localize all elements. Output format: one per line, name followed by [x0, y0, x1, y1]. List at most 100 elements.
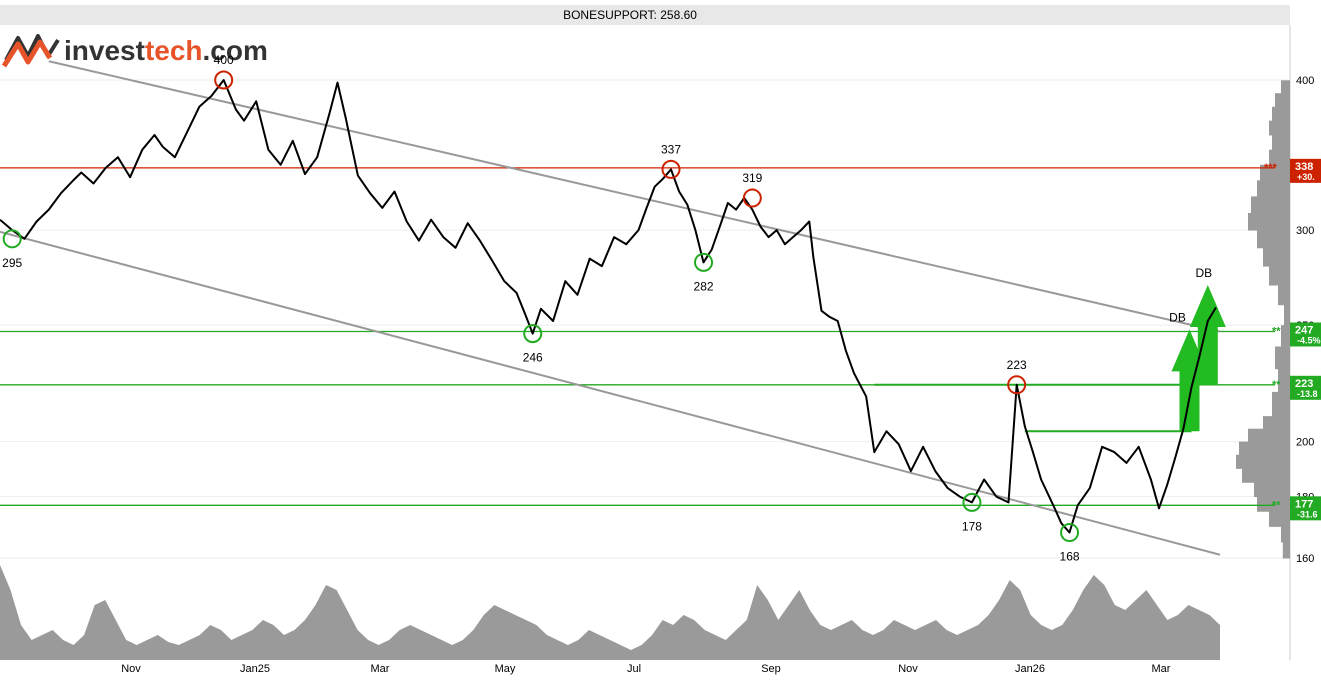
pivot-circle-282: [694, 252, 714, 272]
signal-arrows: DB DB: [1169, 266, 1226, 432]
volume-profile-bar: [1272, 106, 1290, 122]
level-badge-223: [1290, 375, 1321, 400]
level-badge-pct-177: -31.6: [1297, 509, 1318, 519]
level-badge-value-338: 338: [1295, 161, 1313, 173]
x-tick-label-2: Jan25: [240, 663, 270, 675]
pivot-label-319: 319: [742, 171, 762, 185]
volume-profile-bar: [1275, 346, 1290, 370]
y-tick-label-160: 160: [1296, 553, 1314, 565]
pivot-label-223: 223: [1007, 358, 1027, 372]
volume-profile-bar: [1281, 325, 1290, 347]
title-bar-bg: [0, 5, 1290, 25]
level-badge-247: [1290, 322, 1321, 347]
volume-profile-bar: [1269, 120, 1290, 136]
volume-profile-bar: [1269, 511, 1290, 527]
pivot-circle-246: [523, 324, 543, 344]
volume-profile-bar: [1257, 230, 1290, 249]
volume-profile-bar: [1281, 526, 1290, 543]
price-series: [0, 79, 1217, 534]
level-badge-pct-247: -4.5%: [1297, 335, 1321, 345]
svg-text:investtech.com: investtech.com: [64, 35, 268, 66]
level-badge-pct-223: -13.8: [1297, 389, 1318, 399]
volume-profile-bar: [1236, 454, 1290, 469]
volume-profile-bar: [1239, 441, 1290, 456]
volume-profile-bar: [1282, 541, 1290, 559]
volume-profile-bar: [1254, 482, 1290, 498]
volume-profile-bar: [1248, 212, 1290, 231]
y-tick-label-200: 200: [1296, 437, 1314, 449]
volume-profile-bar: [1272, 134, 1290, 151]
x-tick-label-9: Mar: [1152, 663, 1171, 675]
grid-lines: [0, 25, 1291, 660]
volume-profile-bar: [1242, 468, 1290, 483]
pivot-label-337: 337: [661, 142, 681, 156]
y-tick-label-400: 400: [1296, 75, 1314, 87]
x-tick-label-8: Jan26: [1015, 663, 1045, 675]
channel-lower-line: [0, 230, 1221, 556]
volume-profile-bar: [1278, 285, 1290, 306]
pivot-circle-178: [962, 492, 982, 512]
pivot-label-246: 246: [523, 351, 543, 365]
volume-profile-bar: [1257, 496, 1290, 512]
volume-profile-bar: [1275, 93, 1290, 108]
axes: 160180200250300400pNovJan25MarMayJulSepN…: [121, 75, 1314, 675]
chart-title: BONESUPPORT: 258.60: [563, 8, 697, 22]
pivot-label-400: 400: [214, 53, 234, 67]
pivot-label-178: 178: [962, 519, 982, 533]
price-line: [0, 79, 1217, 534]
pivot-label-168: 168: [1060, 550, 1080, 564]
annotations: 295 400 246 337 282 319 223 178 168: [2, 53, 1080, 564]
volume-profile-bar: [1284, 304, 1290, 326]
volume-profile-bar: [1269, 266, 1290, 286]
volume-profile-bar: [1272, 391, 1290, 417]
volume-profile-bar: [1278, 368, 1290, 393]
channel-upper-extension: [48, 60, 131, 81]
pivot-label-295: 295: [2, 256, 22, 270]
pivot-circle-319: [742, 188, 762, 208]
pivot-circle-400: [214, 70, 234, 90]
logo: investtech.com: [1, 34, 268, 68]
level-stars-223: **: [1272, 379, 1281, 391]
horizontal-levels: [0, 167, 1275, 506]
x-tick-label-1: Nov: [121, 663, 141, 675]
pivot-circle-168: [1060, 523, 1080, 543]
logo-mark-icon: [1, 34, 60, 68]
pivot-label-282: 282: [694, 279, 714, 293]
x-tick-label-4: May: [495, 663, 516, 675]
logo-text-prefix: invest: [64, 35, 145, 66]
volume-profile-bar: [1251, 196, 1290, 214]
volume-profile-bar: [1269, 149, 1290, 166]
pattern-lines: [874, 383, 1192, 433]
x-tick-label-6: Sep: [761, 663, 781, 675]
level-stars-338: ***: [1264, 162, 1278, 174]
level-badge-value-247: 247: [1295, 324, 1313, 336]
volume-area: [0, 565, 1220, 660]
level-stars-247: **: [1272, 325, 1281, 337]
volume-profile-bar: [1260, 164, 1290, 181]
level-badge-177: [1290, 496, 1321, 521]
logo-text-tld: .com: [203, 35, 268, 66]
logo-text-suffix: tech: [145, 35, 203, 66]
trend-channel: [0, 60, 1221, 556]
level-stars-177: **: [1272, 499, 1281, 511]
pivot-circle-337: [661, 159, 681, 179]
volume-profile-bar: [1281, 80, 1290, 94]
level-badge-value-177: 177: [1295, 498, 1313, 510]
level-badges: *** 338+30. ** 247-4.5% ** 223-13.8 ** 177-31.6: [1264, 158, 1321, 521]
level-badge-pct-338: +30.: [1297, 172, 1315, 182]
volume-fill: [0, 565, 1220, 660]
arrow-label-0: DB: [1169, 310, 1186, 324]
volume-profile-bar: [1263, 416, 1290, 430]
volume-profile-bar: [1257, 180, 1290, 197]
x-tick-label-7: Nov: [898, 663, 918, 675]
volume-profile: [1236, 80, 1290, 559]
x-tick-label-5: Jul: [627, 663, 641, 675]
level-badge-value-223: 223: [1295, 378, 1313, 390]
level-badge-338: [1290, 158, 1321, 183]
x-tick-label-3: Mar: [371, 663, 390, 675]
pivot-circle-295: [2, 229, 22, 249]
volume-profile-bar: [1263, 247, 1290, 267]
pivot-circle-223: [1007, 375, 1027, 395]
volume-profile-bar: [1248, 428, 1290, 443]
